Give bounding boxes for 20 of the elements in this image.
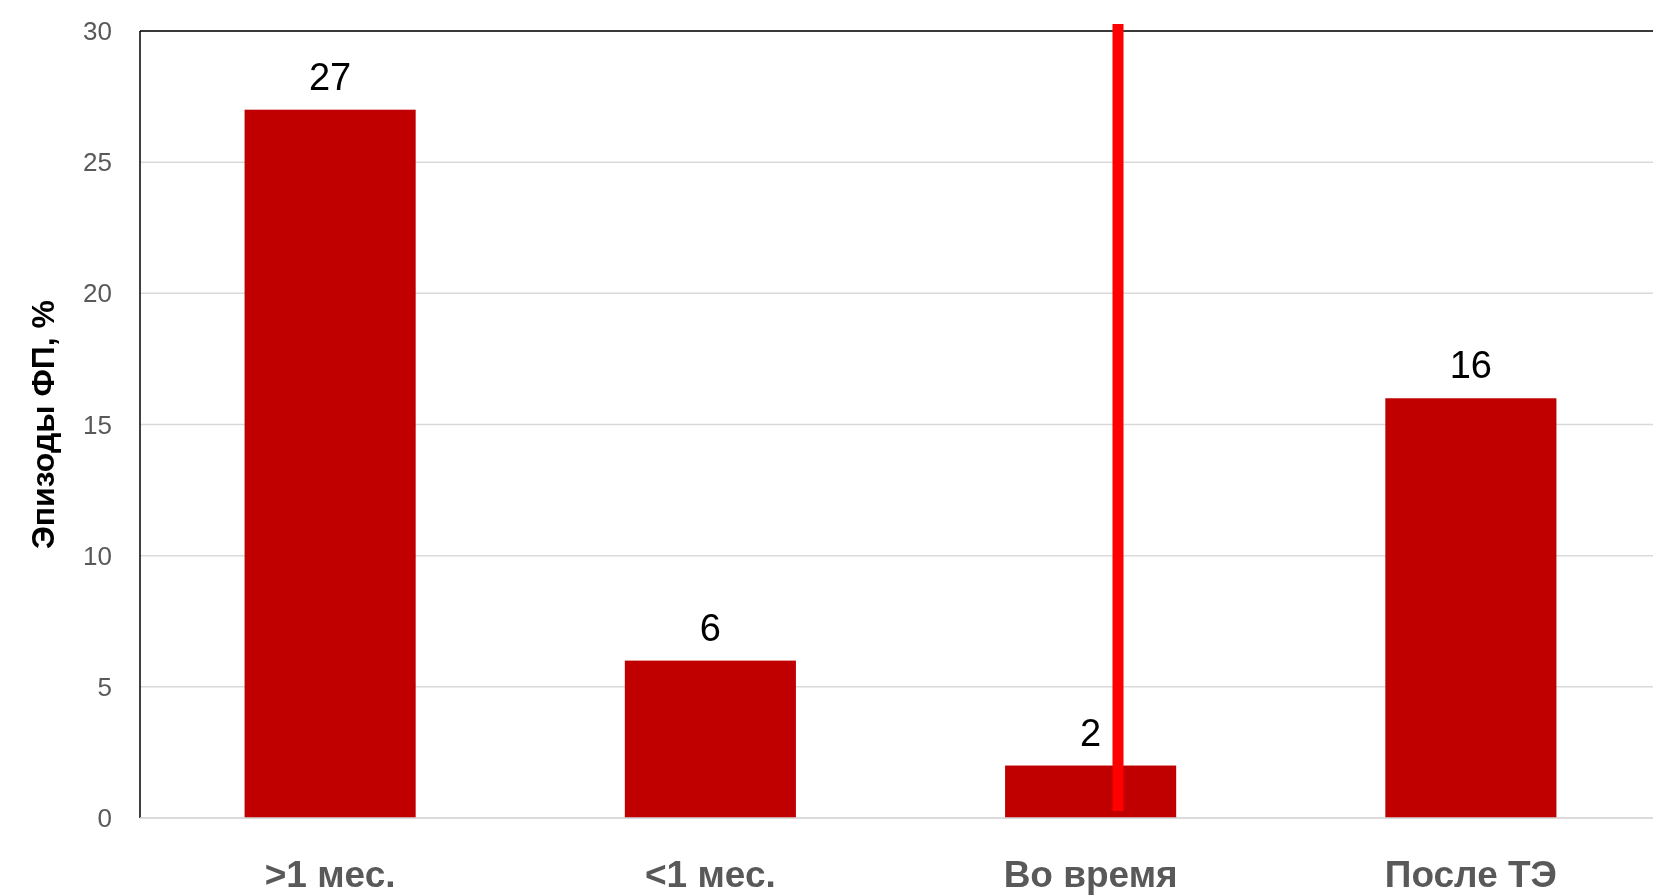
y-tick-label: 15	[83, 409, 112, 440]
y-tick-label: 25	[83, 147, 112, 178]
x-tick-label: >1 мес.	[264, 854, 396, 895]
x-tick-label: <1 мес.	[644, 854, 776, 895]
x-tick-label: Во время	[1003, 854, 1178, 895]
y-tick-label: 30	[83, 16, 112, 47]
data-label: 6	[699, 606, 721, 649]
data-label: 16	[1449, 344, 1493, 387]
data-label: 2	[1080, 711, 1102, 754]
y-tick-label: 0	[97, 803, 112, 834]
bar	[624, 660, 796, 818]
bar	[244, 109, 416, 818]
y-tick-label: 5	[97, 671, 112, 702]
bar	[1005, 765, 1177, 818]
y-axis-title: Эпизоды ФП, %	[25, 299, 61, 550]
x-tick-label: После ТЭ	[1384, 854, 1557, 895]
data-label: 27	[308, 55, 352, 98]
y-tick-label: 20	[83, 278, 112, 309]
bar	[1385, 398, 1557, 818]
y-tick-label: 10	[83, 540, 112, 571]
